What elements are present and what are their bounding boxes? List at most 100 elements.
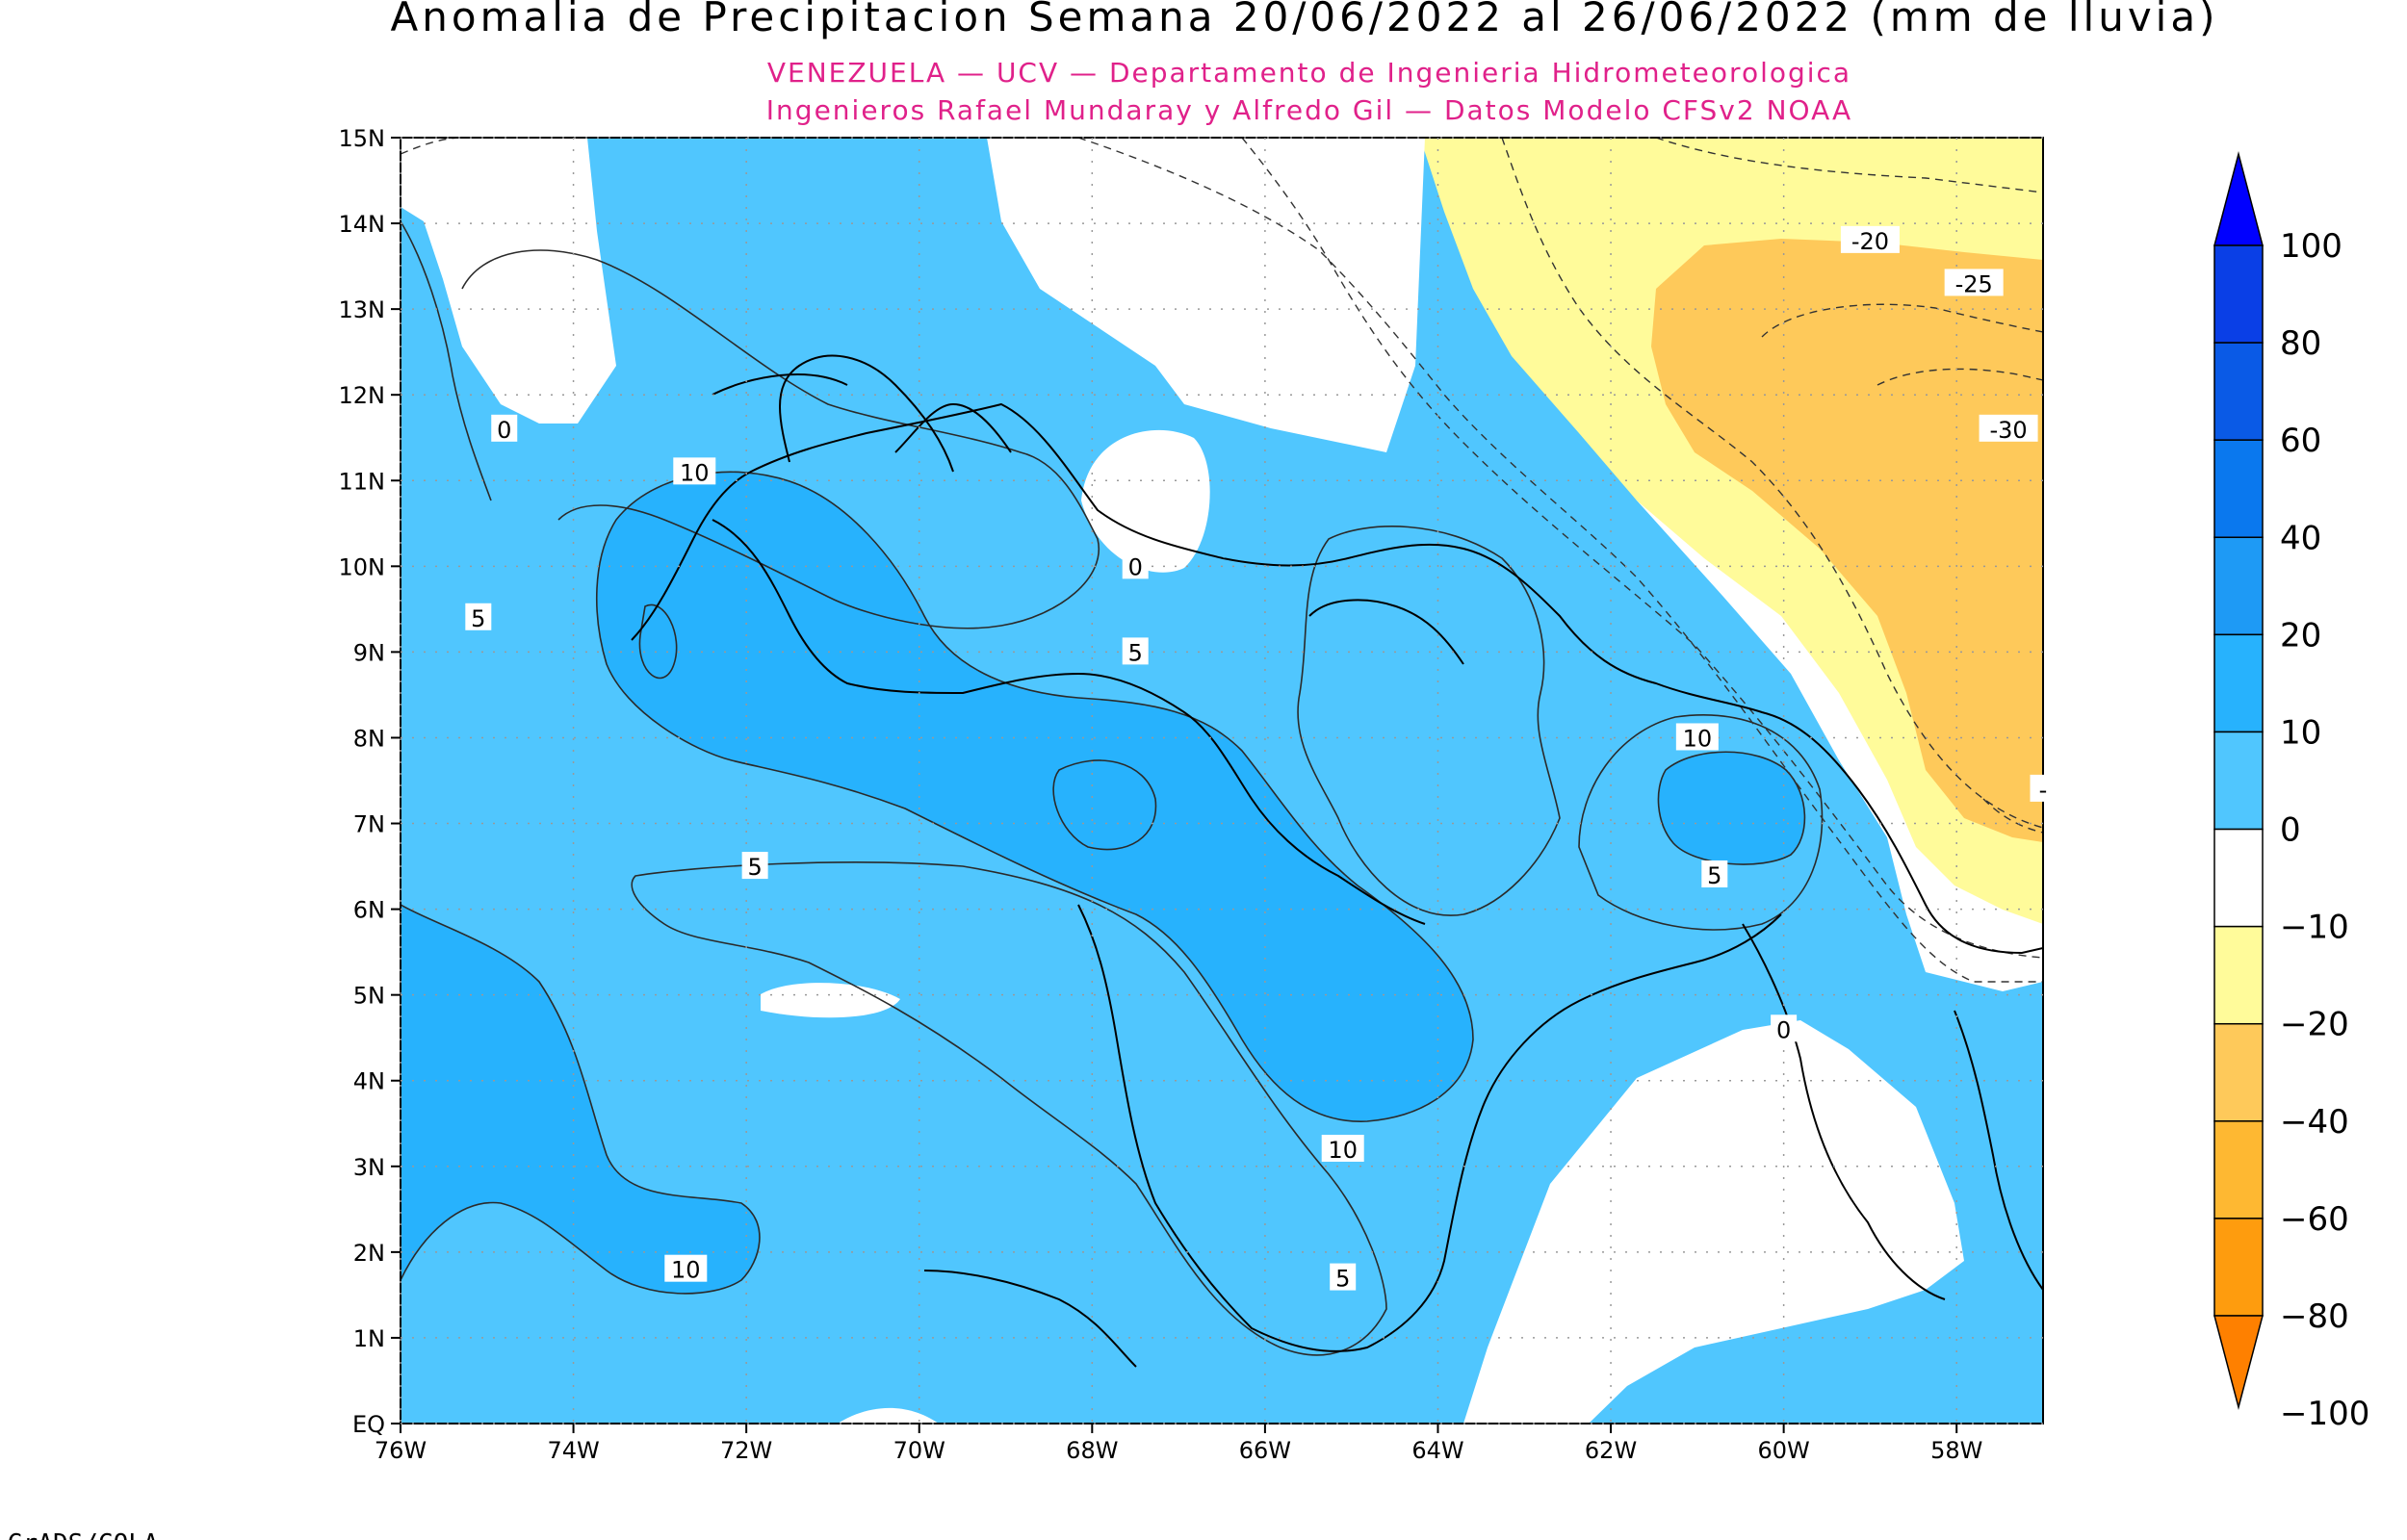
- y-tick-label: 2N: [353, 1240, 385, 1267]
- contour-label-bg: [741, 852, 768, 880]
- field-neg-20-to-40: [1651, 239, 2043, 842]
- plot-area: [401, 138, 2043, 1424]
- legend-swatch: [2213, 342, 2264, 441]
- y-tick-label: 3N: [353, 1154, 385, 1181]
- legend-swatch: [2213, 828, 2264, 928]
- contour-lines: [401, 220, 1824, 1356]
- contour-label-bg: [664, 1254, 708, 1282]
- contour-label-bg: [1122, 637, 1149, 665]
- y-tick-label: 9N: [353, 639, 385, 666]
- y-tick-label: 10N: [339, 553, 386, 580]
- legend-swatch: [2213, 731, 2264, 831]
- x-tick-label: 62W: [1585, 1437, 1637, 1464]
- x-tick-label: 72W: [720, 1437, 772, 1464]
- legend-swatch: [2213, 439, 2264, 539]
- y-tick-label: 14N: [339, 211, 386, 238]
- contour-label: 10: [1683, 725, 1713, 752]
- field-neg-se: [1463, 1020, 1964, 1424]
- y-tick-label: 1N: [353, 1325, 385, 1352]
- legend-label: −60: [2280, 1200, 2349, 1239]
- legend-arrow-top: [2213, 151, 2264, 246]
- contour-label: -30: [1989, 417, 2027, 444]
- field-neg-small-coast: [1081, 429, 1210, 573]
- grads-footer: GrADS/COLA: [8, 1529, 159, 1540]
- contour-label-bg: [465, 603, 492, 630]
- legend-swatch: [2213, 1120, 2264, 1219]
- legend-label: 80: [2280, 324, 2321, 363]
- contour-label: -20: [1851, 228, 1889, 255]
- legend-swatch: [2213, 925, 2264, 1025]
- legend-arrow-bottom: [2213, 1315, 2264, 1410]
- legend-label: 10: [2280, 713, 2321, 752]
- legend-label: −10: [2280, 909, 2349, 947]
- y-tick-label: 15N: [339, 125, 386, 152]
- field-neg-small-south: [838, 1407, 939, 1424]
- contour-label: 5: [1707, 862, 1721, 889]
- y-tick-label: 6N: [353, 897, 385, 924]
- y-tick-label: 8N: [353, 725, 385, 752]
- legend-swatch: [2213, 1218, 2264, 1317]
- credit-line-2: Ingenieros Rafael Mundaray y Alfredo Gil…: [766, 94, 1852, 126]
- y-tick-label: 7N: [353, 811, 385, 838]
- contour-label: 10: [671, 1257, 701, 1284]
- y-tick-label: 5N: [353, 983, 385, 1010]
- legend-swatch: [2213, 536, 2264, 636]
- contour-label-bg: [673, 457, 716, 485]
- map-title: Anomalia de Precipitacion Semana 20/06/2…: [391, 0, 2219, 40]
- x-tick-label: 70W: [893, 1437, 945, 1464]
- contour-label-bg: [2030, 774, 2057, 802]
- field-10-to-20-sw: [401, 905, 760, 1294]
- field-neg-top-center: [987, 138, 1425, 452]
- contour-label: 10: [680, 459, 710, 486]
- contour-label-bg: [1840, 225, 1900, 253]
- x-tick-label: 66W: [1239, 1437, 1291, 1464]
- field-10-to-20-east: [1658, 752, 1805, 865]
- legend-label: 100: [2280, 227, 2342, 266]
- x-tick-label: 64W: [1411, 1437, 1463, 1464]
- legend-label: 40: [2280, 519, 2321, 557]
- contour-label: 5: [471, 605, 485, 632]
- legend-label: 60: [2280, 422, 2321, 460]
- legend-label: −80: [2280, 1297, 2349, 1336]
- contour-label-bg: [1944, 269, 2004, 296]
- field-10-to-20-center: [596, 472, 1473, 1122]
- contour-label: -: [2039, 777, 2048, 804]
- legend-label: 0: [2280, 811, 2301, 850]
- contour-label: 5: [747, 854, 762, 881]
- x-tick-label: 68W: [1066, 1437, 1118, 1464]
- field-neg-nw: [401, 138, 616, 424]
- legend-swatch: [2213, 1022, 2264, 1122]
- contour-label-bg: [1771, 1014, 1798, 1042]
- x-tick-label: 74W: [547, 1437, 599, 1464]
- contour-label-bg: [1979, 414, 2038, 442]
- contour-label-bg: [491, 414, 518, 442]
- x-tick-label: 76W: [375, 1437, 427, 1464]
- legend-label: −100: [2280, 1395, 2369, 1433]
- x-axis: 76W 74W 72W 70W 68W 66W 64W 62W 60W 58W: [375, 138, 1982, 1464]
- contour-label-bg: [1330, 1263, 1357, 1291]
- contour-label: 0: [1776, 1016, 1791, 1043]
- legend-swatch: [2213, 633, 2264, 733]
- legend-label: −20: [2280, 1006, 2349, 1044]
- credit-line-1: VENEZUELA — UCV — Departamento de Ingeni…: [767, 57, 1851, 89]
- y-tick-label: 12N: [339, 382, 386, 409]
- contour-label: 5: [1128, 639, 1143, 666]
- coastlines-borders: [631, 354, 2043, 1368]
- y-tick-label: 13N: [339, 296, 386, 323]
- legend-label: 20: [2280, 616, 2321, 654]
- y-tick-label: EQ: [352, 1411, 385, 1438]
- legend-swatch: [2213, 244, 2264, 344]
- y-axis: EQ 1N 2N 3N 4N 5N 6N 7N 8N 9N 10N 11N 12N 13N 14N 15N: [339, 125, 2043, 1438]
- contour-label: 0: [497, 417, 511, 444]
- contour-labels: 0 5 10 5 5 10 10 5 0 10 5 -20 -25 -30 - 0: [465, 225, 2057, 1293]
- x-tick-label: 60W: [1757, 1437, 1809, 1464]
- contour-label: -25: [1955, 270, 1993, 297]
- contour-label: 0: [1128, 553, 1143, 580]
- contour-label: 5: [1335, 1266, 1350, 1293]
- y-tick-label: 4N: [353, 1068, 385, 1095]
- contour-label-bg: [1321, 1134, 1364, 1162]
- x-tick-label: 58W: [1930, 1437, 1982, 1464]
- contour-label-bg: [1675, 723, 1719, 751]
